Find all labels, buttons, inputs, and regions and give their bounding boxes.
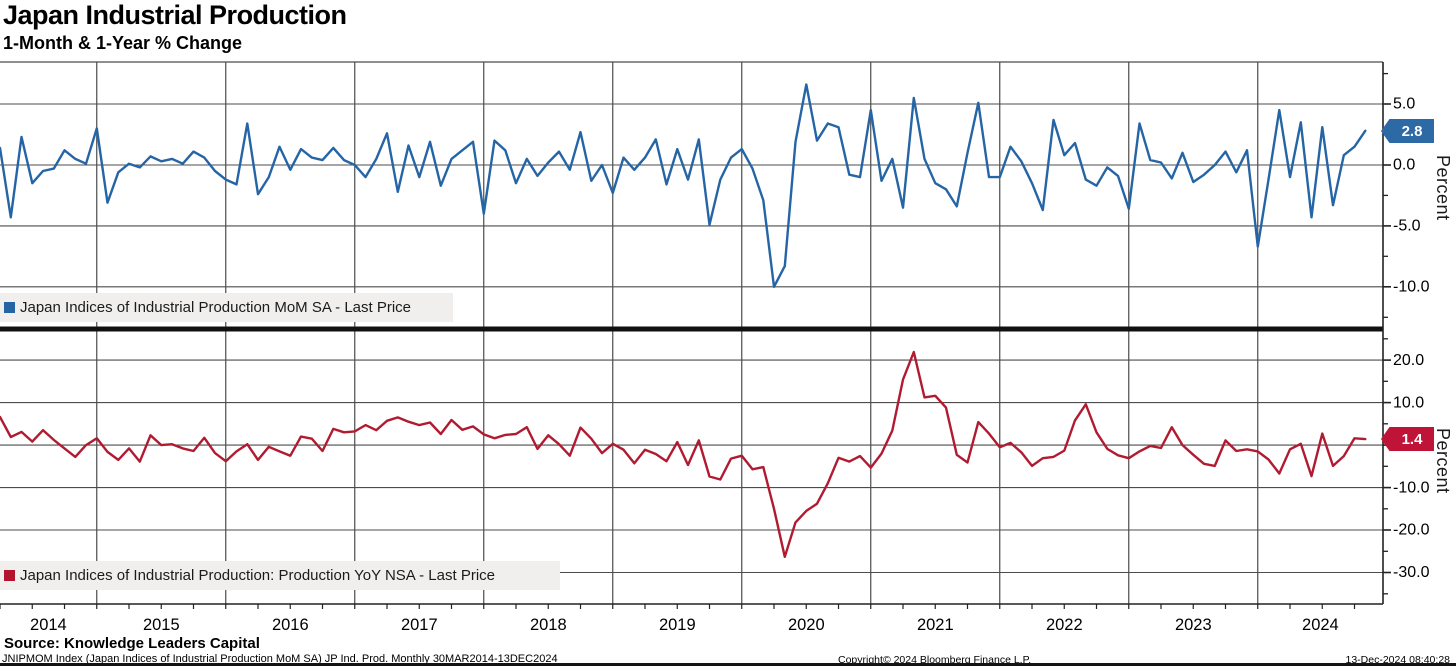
y-tick-label: -30.0: [1393, 564, 1430, 581]
x-year-label: 2021: [917, 616, 954, 634]
x-year-label: 2022: [1046, 616, 1083, 634]
y-axis-label-top: Percent: [1433, 155, 1453, 221]
legend-yoy-label: Japan Indices of Industrial Production: …: [20, 567, 496, 584]
legend-mom-label: Japan Indices of Industrial Production M…: [20, 299, 412, 316]
y-tick-label: 20.0: [1393, 352, 1424, 369]
legend-mom[interactable]: Japan Indices of Industrial Production M…: [0, 293, 453, 322]
x-year-label: 2018: [530, 616, 567, 634]
y-tick-label: -5.0: [1393, 218, 1421, 235]
mom-series-line: [0, 83, 1367, 288]
x-year-label: 2019: [659, 616, 696, 634]
yoy-series-line: [0, 350, 1367, 558]
page-subtitle: 1-Month & 1-Year % Change: [3, 33, 243, 53]
ticker-description: JNIPMOM Index (Japan Indices of Industri…: [2, 653, 558, 665]
y-tick-label: -10.0: [1393, 279, 1430, 296]
legend-yoy[interactable]: Japan Indices of Industrial Production: …: [0, 561, 560, 590]
y-tick-label: 10.0: [1393, 394, 1424, 411]
panel-separator: [0, 326, 1383, 332]
page-title: Japan Industrial Production: [3, 0, 347, 30]
x-year-label: 2015: [143, 616, 180, 634]
x-year-label: 2014: [30, 616, 67, 634]
legend-swatch-blue-icon: [4, 302, 15, 313]
x-year-label: 2016: [272, 616, 309, 634]
y-tick-label: -10.0: [1393, 479, 1430, 496]
legend-swatch-red-icon: [4, 570, 15, 581]
bottom-divider: [0, 663, 1456, 666]
x-year-label: 2020: [788, 616, 825, 634]
x-year-label: 2017: [401, 616, 438, 634]
source-credit: Source: Knowledge Leaders Capital: [4, 635, 260, 652]
y-tick-label: 0.0: [1393, 157, 1415, 174]
last-price-value-mom: 2.8: [1401, 122, 1423, 140]
y-axis-label-bottom: Percent: [1433, 428, 1453, 494]
y-tick-label: 5.0: [1393, 96, 1415, 113]
y-tick-label: -20.0: [1393, 522, 1430, 539]
last-price-badge-mom: 2.8: [1381, 119, 1434, 143]
last-price-badge-yoy: 1.4: [1381, 427, 1434, 451]
x-year-label: 2024: [1302, 616, 1339, 634]
x-year-label: 2023: [1175, 616, 1212, 634]
last-price-value-yoy: 1.4: [1401, 430, 1423, 448]
